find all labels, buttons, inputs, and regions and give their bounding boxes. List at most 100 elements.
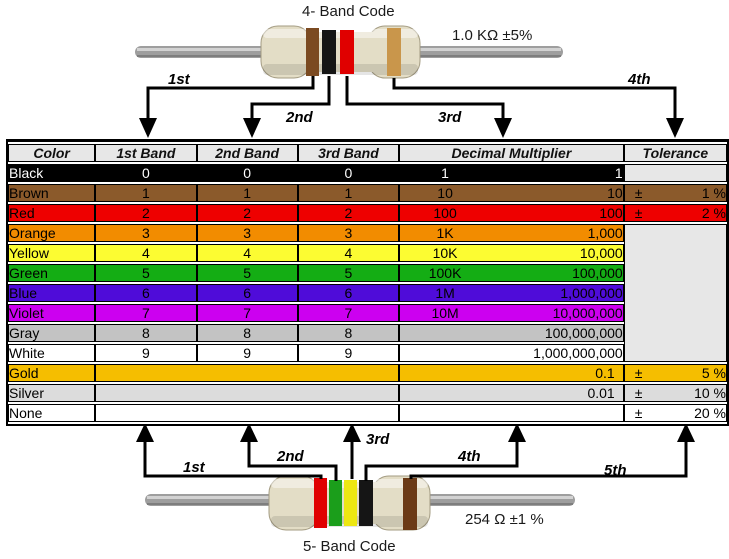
multiplier-cell: 1,000,000,000 — [399, 344, 624, 362]
table-row-red: Red 2 2 2 100 100 ±2 % — [8, 204, 727, 222]
resistor-body — [300, 32, 380, 72]
four-band-value-label: 1.0 KΩ ±5% — [452, 27, 533, 44]
multiplier-cell: 10M 10,000,000 — [399, 304, 624, 322]
band3-digit-cell: 5 — [297, 264, 400, 282]
table-row-gold: Gold 0.1 ±5 % — [8, 364, 727, 382]
multiplier-full: 100,000 — [572, 265, 623, 281]
band-green-icon — [329, 480, 342, 526]
multiplier-full: 100 — [599, 205, 623, 221]
bottom-arrow-label-3rd: 3rd — [366, 431, 390, 448]
band1-digit-cell: 4 — [95, 244, 197, 262]
tolerance-value: 1 % — [701, 185, 726, 201]
color-name-cell: Violet — [8, 304, 96, 322]
arrow-1st-line — [146, 76, 315, 119]
band-brown-icon — [306, 28, 319, 76]
band2-digit-cell: 6 — [196, 284, 298, 302]
tolerance-merged-empty-cell — [623, 224, 727, 362]
header-2nd-band: 2nd Band — [196, 144, 298, 162]
body-highlight — [271, 479, 428, 488]
multiplier-cell: 100K 100,000 — [399, 264, 624, 282]
arrowhead-down-icon — [139, 118, 157, 138]
resistor-cap-left — [268, 475, 320, 531]
lead-wire-shadow — [137, 55, 561, 57]
header-tolerance: Tolerance — [623, 144, 727, 162]
band3-digit-cell: 8 — [297, 324, 400, 342]
multiplier-cell: 10K 10,000 — [399, 244, 624, 262]
body-shade — [271, 516, 428, 527]
merged-band-cell — [95, 384, 400, 402]
band2-digit-cell: 4 — [196, 244, 298, 262]
band-black-icon — [359, 480, 373, 526]
band2-digit-cell: 9 — [196, 344, 298, 362]
band2-digit-cell: 0 — [196, 164, 298, 182]
arrow-2nd-line — [247, 440, 338, 481]
band2-digit-cell: 7 — [196, 304, 298, 322]
multiplier-full: 1,000,000 — [560, 285, 623, 301]
four-band-arrows — [146, 76, 677, 119]
arrow-3rd-line — [345, 76, 505, 119]
tolerance-value: 5 % — [701, 365, 726, 381]
multiplier-short: 100K — [428, 265, 462, 281]
top-arrow-label-4th: 4th — [627, 71, 651, 88]
resistor-body — [308, 482, 388, 524]
multiplier-full: 10,000 — [579, 245, 623, 261]
band-yellow-icon — [344, 480, 357, 526]
multiplier-short: 1K — [436, 225, 454, 241]
multiplier-full: 1,000 — [587, 225, 623, 241]
multiplier-short: 10 — [437, 185, 453, 201]
tolerance-cell: ±5 % — [623, 364, 727, 382]
multiplier-cell: 1K 1,000 — [399, 224, 624, 242]
band-red-icon — [314, 478, 327, 528]
multiplier-cell: 10 10 — [399, 184, 624, 202]
multiplier-short: 10M — [431, 305, 459, 321]
lead-wire-shadow — [147, 503, 573, 505]
table-row-yellow: Yellow 4 4 4 10K 10,000 — [8, 244, 727, 262]
multiplier-full: 10 — [607, 185, 623, 201]
band1-digit-cell: 8 — [95, 324, 197, 342]
multiplier-full: 100,000,000 — [544, 325, 623, 341]
color-name-cell: Orange — [8, 224, 96, 242]
tolerance-value: 10 % — [694, 385, 726, 401]
lead-wire — [145, 494, 575, 506]
band3-digit-cell: 7 — [297, 304, 400, 322]
header-decimal-multiplier: Decimal Multiplier — [399, 144, 624, 162]
multiplier-cell: 0.1 — [399, 364, 624, 382]
arrow-2nd-line — [250, 76, 331, 119]
color-name-cell: Brown — [8, 184, 96, 202]
resistor-cap-right — [371, 475, 431, 531]
header-1st-band: 1st Band — [95, 144, 197, 162]
tolerance-cell: ±2 % — [623, 204, 727, 222]
four-band-arrowheads — [139, 118, 684, 138]
body-shade — [263, 64, 418, 75]
header-color: Color — [8, 144, 96, 162]
top-arrow-label-1st: 1st — [168, 71, 191, 88]
arrow-4th-line — [364, 440, 519, 481]
lead-wire-highlight — [137, 48, 561, 51]
table-row-gray: Gray 8 8 8 100,000,000 — [8, 324, 727, 342]
top-arrow-label-2nd: 2nd — [285, 109, 314, 126]
four-band-code-title: 4- Band Code — [302, 3, 395, 20]
lead-wire-highlight — [147, 496, 573, 499]
multiplier-cell — [399, 404, 624, 422]
band-gold-icon — [387, 28, 401, 76]
table-row-none: None ±20 % — [8, 404, 727, 422]
band1-digit-cell: 3 — [95, 224, 197, 242]
multiplier-cell: 0.01 — [399, 384, 624, 402]
table-row-silver: Silver 0.01 ±10 % — [8, 384, 727, 402]
color-name-cell: Gold — [8, 364, 96, 382]
multiplier-full: 0.01 — [587, 385, 615, 401]
band1-digit-cell: 7 — [95, 304, 197, 322]
table-row-blue: Blue 6 6 6 1M 1,000,000 — [8, 284, 727, 302]
resistor-cap-left — [260, 25, 312, 79]
plus-minus-sign: ± — [634, 385, 643, 401]
band-black-icon — [322, 30, 336, 74]
band2-digit-cell: 3 — [196, 224, 298, 242]
resistor-cap-right — [367, 25, 421, 79]
band1-digit-cell: 0 — [95, 164, 197, 182]
tolerance-cell-empty — [623, 164, 727, 182]
multiplier-full: 10,000,000 — [552, 305, 623, 321]
band2-digit-cell: 5 — [196, 264, 298, 282]
